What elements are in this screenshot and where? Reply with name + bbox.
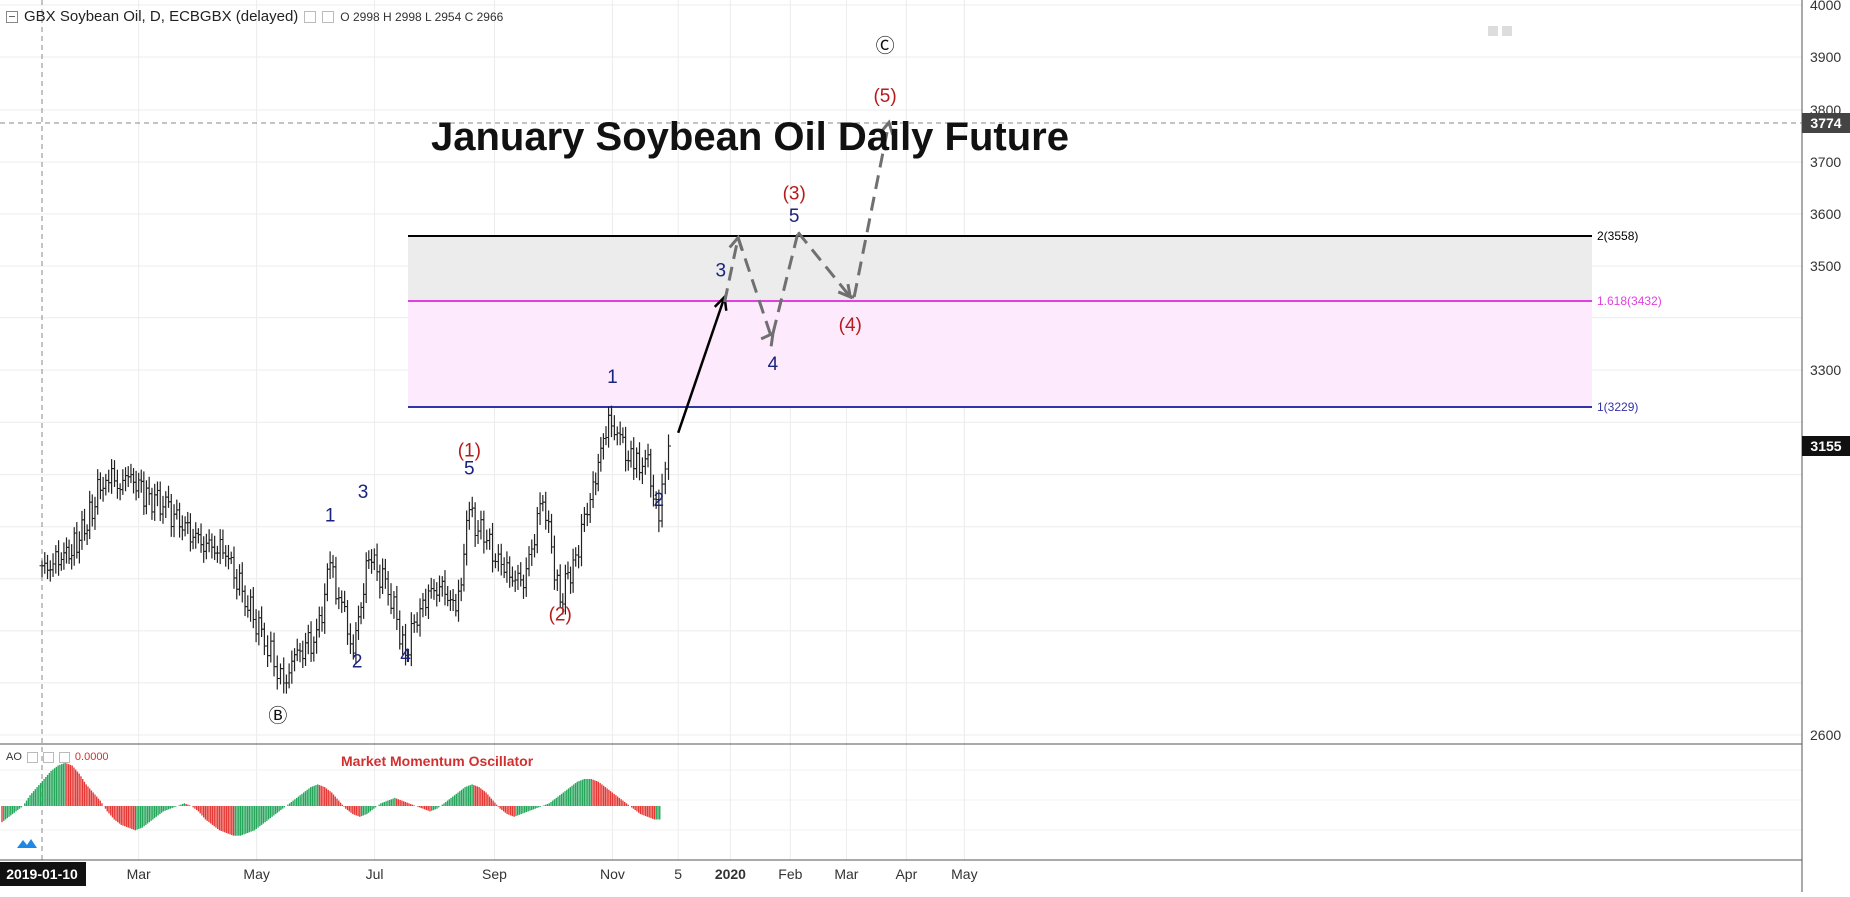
price-tick-label: 3600 <box>1810 206 1841 222</box>
wave-label: (5) <box>873 86 896 107</box>
fib-level-label: 2(3558) <box>1597 229 1638 243</box>
projection-arrowhead <box>879 119 895 136</box>
symbol-header: GBX Soybean Oil, D, ECBGBX (delayed) O 2… <box>6 8 503 25</box>
oscillator-header: AO 0.0000 <box>6 751 109 763</box>
wave-label: 1 <box>325 506 336 527</box>
ohlc-values: O 2998 H 2998 L 2954 C 2966 <box>340 9 504 24</box>
settings-icon[interactable] <box>304 10 317 23</box>
oscillator-value: 0.0000 <box>74 751 109 763</box>
wave-label: 4 <box>768 354 779 375</box>
time-tick-label: Jul <box>366 866 384 882</box>
projection-dashed-line <box>771 231 800 334</box>
wave-label: 2 <box>352 651 363 672</box>
fib-level-label: 1.618(3432) <box>1597 294 1662 308</box>
time-tick-label: Apr <box>895 866 917 882</box>
time-tick-label: Sep <box>482 866 507 882</box>
time-tick-label: Nov <box>600 866 625 882</box>
wave-label: (3) <box>783 183 806 204</box>
price-tick-label: 3300 <box>1810 362 1841 378</box>
time-tick-label: 2020 <box>715 866 746 882</box>
wave-label: (4) <box>839 315 862 336</box>
fib-level-label: 1(3229) <box>1597 400 1638 414</box>
wave-label: 2 <box>654 490 665 511</box>
current-price-badge <box>1802 436 1850 456</box>
wave-label: Ⓑ <box>268 705 287 727</box>
oscillator-title: Market Momentum Oscillator <box>341 753 534 769</box>
time-tick-label: Feb <box>778 866 802 882</box>
price-tick-label: 4000 <box>1810 0 1841 13</box>
oscillator-name[interactable]: AO <box>6 751 22 763</box>
wave-label: 1 <box>607 367 618 388</box>
oscillator-settings-icon[interactable] <box>26 751 38 763</box>
projection-solid-arrow <box>677 296 726 434</box>
price-tick-label: 2600 <box>1810 727 1841 743</box>
wave-label: 3 <box>715 260 726 281</box>
pane-maximize-icon[interactable] <box>1502 26 1512 36</box>
time-tick-label: Mar <box>834 866 858 882</box>
time-tick-label: May <box>951 866 977 882</box>
oscillator-close-icon[interactable] <box>58 751 70 763</box>
pane-up-icon[interactable] <box>1488 26 1498 36</box>
wave-label: 5 <box>464 459 475 480</box>
wave-label: 4 <box>400 646 411 667</box>
current-price-label: 3155 <box>1810 438 1841 454</box>
time-tick-label: May <box>243 866 269 882</box>
time-tick-label: Mar <box>127 866 151 882</box>
pane-controls <box>1488 26 1512 36</box>
time-tick-label: 5 <box>674 866 682 882</box>
projection-dashed-line <box>852 122 891 298</box>
symbol-title[interactable]: GBX Soybean Oil, D, ECBGBX (delayed) <box>24 8 299 25</box>
fib-zone-upper <box>408 236 1592 301</box>
target-price-label: 3774 <box>1810 115 1841 131</box>
chart-title: January Soybean Oil Daily Future <box>431 115 1069 159</box>
price-tick-label: 3700 <box>1810 154 1841 170</box>
hide-icon[interactable] <box>322 10 335 23</box>
wave-label: 3 <box>358 482 369 503</box>
wave-label: 5 <box>789 206 800 227</box>
wave-label: Ⓒ <box>876 35 895 57</box>
price-tick-label: 3500 <box>1810 258 1841 274</box>
crosshair-date-badge <box>0 862 86 886</box>
collapse-icon[interactable] <box>6 10 18 23</box>
projection-dashed-line <box>796 231 852 298</box>
crosshair-date-label: 2019-01-10 <box>6 866 78 882</box>
wave-label: (2) <box>549 604 572 625</box>
oscillator-hide-icon[interactable] <box>42 751 54 763</box>
target-price-badge <box>1802 113 1850 133</box>
fib-zone-lower <box>408 301 1592 407</box>
projection-dashed-line <box>736 237 773 337</box>
tradingview-logo-icon[interactable] <box>16 836 38 850</box>
price-tick-label: 3900 <box>1810 49 1841 65</box>
projection-dashed-line <box>723 237 740 303</box>
wave-label: (1) <box>458 440 481 461</box>
